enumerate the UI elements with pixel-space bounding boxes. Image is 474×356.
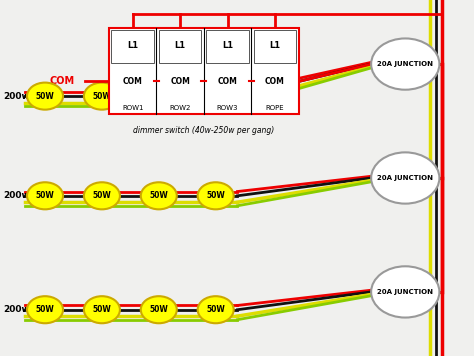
Text: 50W: 50W [92,191,111,200]
Circle shape [84,182,120,209]
Text: COM: COM [170,77,190,86]
Text: 50W: 50W [92,305,111,314]
Circle shape [84,296,120,323]
Text: ROW1: ROW1 [122,105,144,110]
Text: L1: L1 [222,41,233,50]
Text: ROW2: ROW2 [169,105,191,110]
Circle shape [27,296,63,323]
Text: 50W: 50W [206,191,225,200]
Bar [109,28,299,114]
Circle shape [141,83,177,110]
Text: L1: L1 [269,41,281,50]
Text: COM: COM [123,77,143,86]
Text: 50W: 50W [92,91,111,101]
Text: 50W: 50W [206,305,225,314]
Circle shape [198,296,234,323]
Text: 200w: 200w [3,305,30,314]
Circle shape [198,83,234,110]
Circle shape [371,152,439,204]
Circle shape [27,83,63,110]
Bar [111,30,154,63]
Text: 50W: 50W [206,91,225,101]
Bar [254,30,296,63]
Text: 50W: 50W [149,305,168,314]
Text: 20A JUNCTION: 20A JUNCTION [377,61,433,67]
Text: COM: COM [265,77,285,86]
Text: 50W: 50W [36,191,55,200]
Circle shape [141,182,177,209]
Text: COM: COM [218,77,237,86]
Text: COM: COM [49,77,74,87]
Bar [206,30,249,63]
Text: ROPE: ROPE [265,105,284,110]
Text: 50W: 50W [149,91,168,101]
Circle shape [84,83,120,110]
Text: 200w: 200w [3,191,30,200]
Text: 20A JUNCTION: 20A JUNCTION [377,289,433,295]
Circle shape [141,296,177,323]
Text: 50W: 50W [36,91,55,101]
Circle shape [371,266,439,318]
Text: L1: L1 [127,41,138,50]
Text: 20A JUNCTION: 20A JUNCTION [377,175,433,181]
Circle shape [27,182,63,209]
Text: 50W: 50W [36,305,55,314]
Text: dimmer switch (40w-250w per gang): dimmer switch (40w-250w per gang) [133,126,274,135]
Text: 200w: 200w [3,91,30,101]
Circle shape [198,182,234,209]
Circle shape [371,38,439,90]
Text: ROW3: ROW3 [217,105,238,110]
Text: L1: L1 [174,41,186,50]
Text: 50W: 50W [149,191,168,200]
Bar [159,30,201,63]
